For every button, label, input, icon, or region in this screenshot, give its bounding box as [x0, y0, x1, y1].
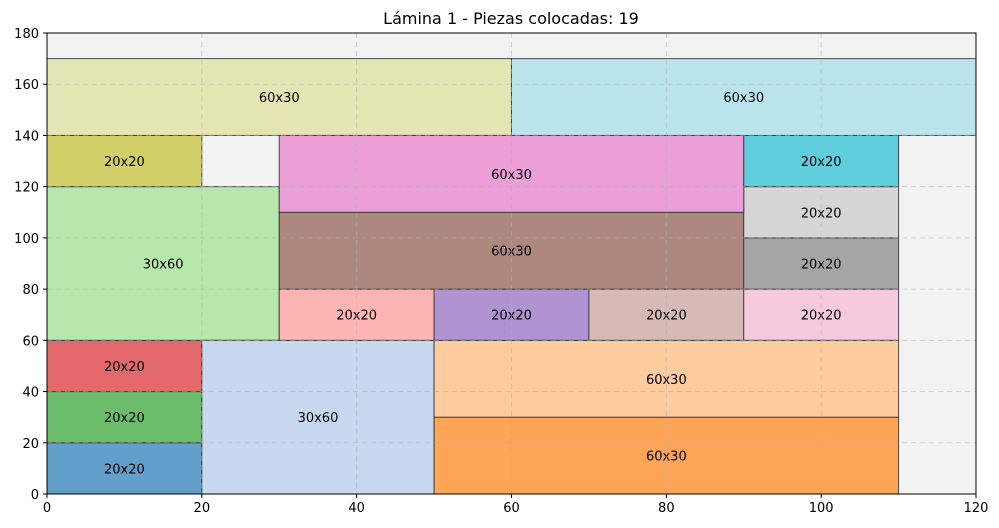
piece-2 [46, 339, 203, 393]
x-tick-label-2: 40 [348, 501, 365, 516]
piece-label-0: 20x20 [104, 462, 145, 477]
y-tick-label-1: 20 [22, 437, 39, 452]
x-tick-label-1: 20 [194, 501, 211, 516]
y-tick-label-8: 160 [14, 78, 39, 93]
x-tick-label-6: 120 [964, 501, 989, 516]
y-tick-label-4: 80 [22, 283, 39, 298]
piece-label-18: 60x30 [723, 91, 764, 106]
x-tick-label-5: 100 [809, 501, 834, 516]
piece-4 [46, 134, 203, 188]
piece-label-4: 20x20 [104, 155, 145, 170]
y-tick-label-2: 40 [22, 386, 39, 401]
piece-3 [46, 186, 280, 341]
piece-label-2: 20x20 [104, 360, 145, 375]
plot-area: 20x20 20x20 20x20 30x60 20x20 60x30 30x60 60x30… [14, 27, 988, 516]
piece-6 [201, 339, 435, 495]
x-tick-label-4: 80 [658, 501, 675, 516]
piece-18 [511, 58, 977, 136]
piece-label-16: 60x30 [491, 168, 532, 183]
y-tick-label-5: 100 [14, 232, 39, 247]
x-tick-label-3: 60 [503, 501, 520, 516]
piece-label-3: 30x60 [143, 258, 184, 273]
piece-label-14: 20x20 [801, 258, 842, 273]
chart-title: Lámina 1 - Piezas colocadas: 19 [383, 9, 639, 28]
piece-label-1: 20x20 [104, 411, 145, 426]
y-tick-label-3: 60 [22, 334, 39, 349]
y-tick-label-7: 140 [14, 129, 39, 144]
piece-label-8: 60x30 [646, 373, 687, 388]
x-tick-label-0: 0 [43, 501, 51, 516]
y-tick-label-9: 180 [14, 27, 39, 42]
y-tick-label-6: 120 [14, 181, 39, 196]
piece-label-6: 30x60 [298, 411, 339, 426]
y-tick-label-0: 0 [31, 488, 39, 503]
piece-label-5: 60x30 [259, 91, 300, 106]
piece-0 [46, 442, 203, 495]
